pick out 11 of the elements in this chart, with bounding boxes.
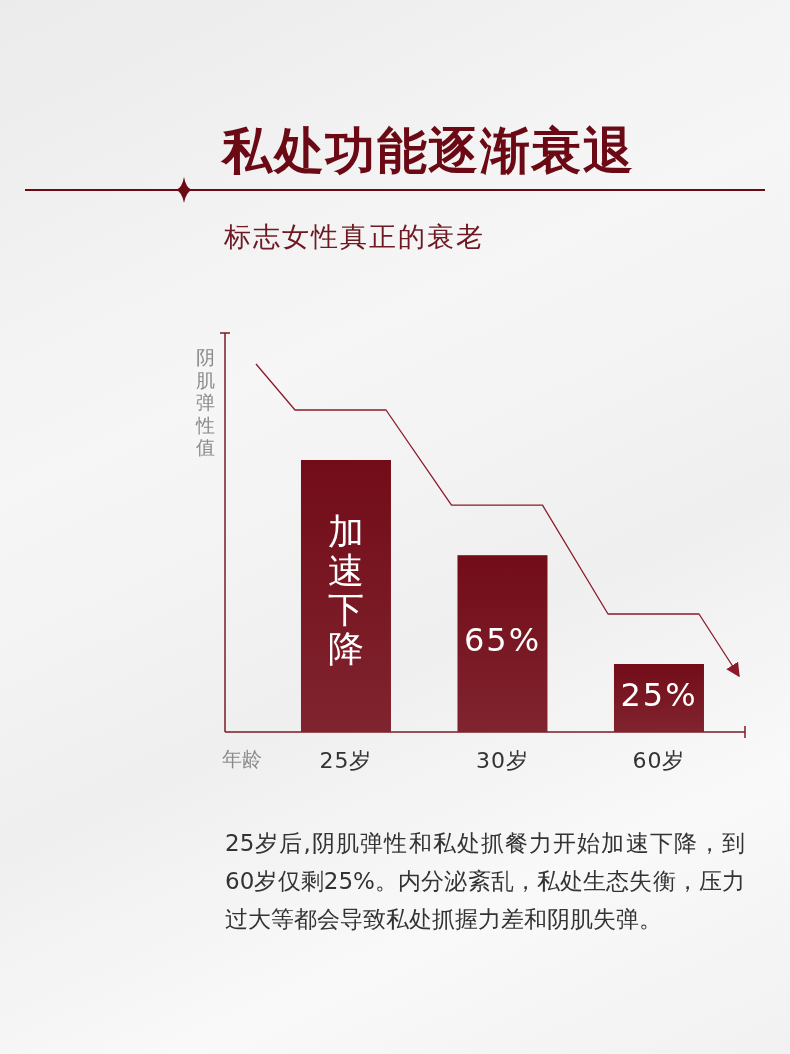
text: 25岁后,阴肌弹性和私处抓餐力开始加速下降，到60岁仅剩25%。内分泌紊乱，私处生态失衡，压力过大等都会导致私处抓握力差和阴肌失弹。 [225, 829, 745, 934]
data-label: 25% [620, 675, 698, 714]
x-axis-title: 年龄 [222, 747, 262, 771]
y-axis-title: 阴肌弹性值 [194, 346, 215, 458]
x-tick-label: 30岁 [475, 748, 529, 773]
x-tick-label: 25岁 [319, 748, 373, 773]
chart-title: 私处功能逐渐衰退 [220, 122, 634, 180]
chart-subtitle: 标志女性真正的衰老 [223, 221, 485, 252]
x-tick-label: 60岁 [632, 748, 686, 773]
data-label: 加速下降 [327, 511, 364, 670]
data-label: 65% [463, 621, 542, 660]
